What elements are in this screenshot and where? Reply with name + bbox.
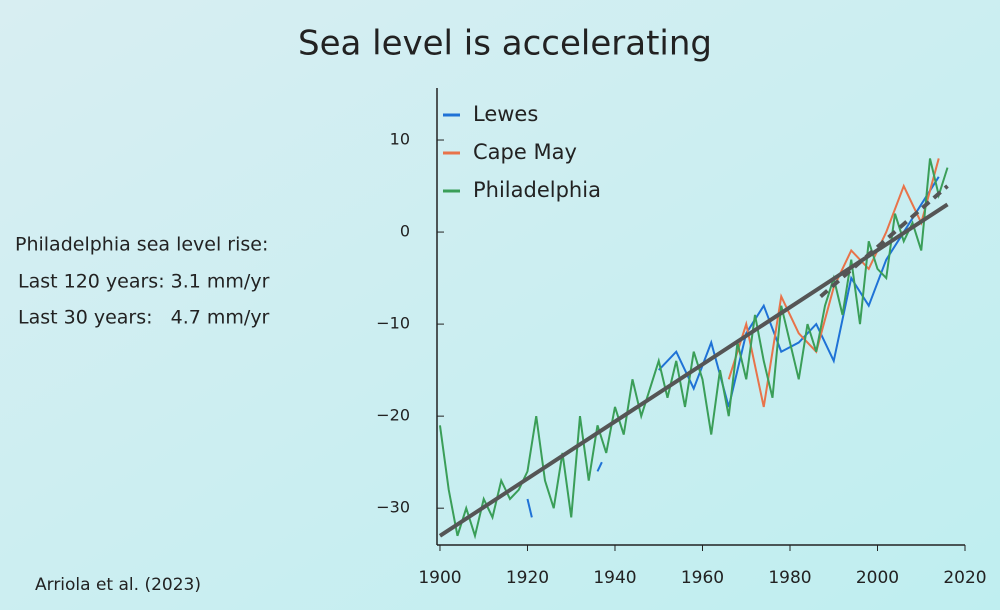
legend-label: Philadelphia (473, 178, 601, 202)
y-tick-label: −30 (376, 498, 410, 517)
series-line (526, 498, 533, 518)
x-tick-label: 1960 (681, 568, 724, 588)
x-tick-label: 1920 (506, 568, 549, 588)
series-line (596, 461, 603, 472)
trend-line (438, 202, 949, 538)
x-tick-label: 2000 (856, 568, 899, 588)
x-tick-label: 1980 (768, 568, 811, 588)
citation: Arriola et al. (2023) (35, 575, 201, 595)
trend-line (819, 184, 949, 298)
series-line (438, 158, 949, 540)
legend-label: Lewes (473, 102, 538, 126)
slide-title: Sea level is accelerating (298, 24, 712, 64)
series-line (658, 176, 940, 408)
y-tick-label: −20 (376, 406, 410, 425)
legend-label: Cape May (473, 140, 577, 164)
x-tick-label: 1900 (418, 568, 461, 588)
y-tick-label: 0 (400, 222, 410, 241)
note: Philadelphia sea level rise: (15, 234, 268, 256)
y-tick-label: −10 (376, 314, 410, 333)
note: Last 30 years: 4.7 mm/yr (18, 307, 270, 329)
note: Last 120 years: 3.1 mm/yr (18, 271, 270, 293)
x-tick-label: 2020 (943, 568, 986, 588)
y-tick-label: 10 (390, 130, 410, 149)
x-tick-label: 1940 (593, 568, 636, 588)
